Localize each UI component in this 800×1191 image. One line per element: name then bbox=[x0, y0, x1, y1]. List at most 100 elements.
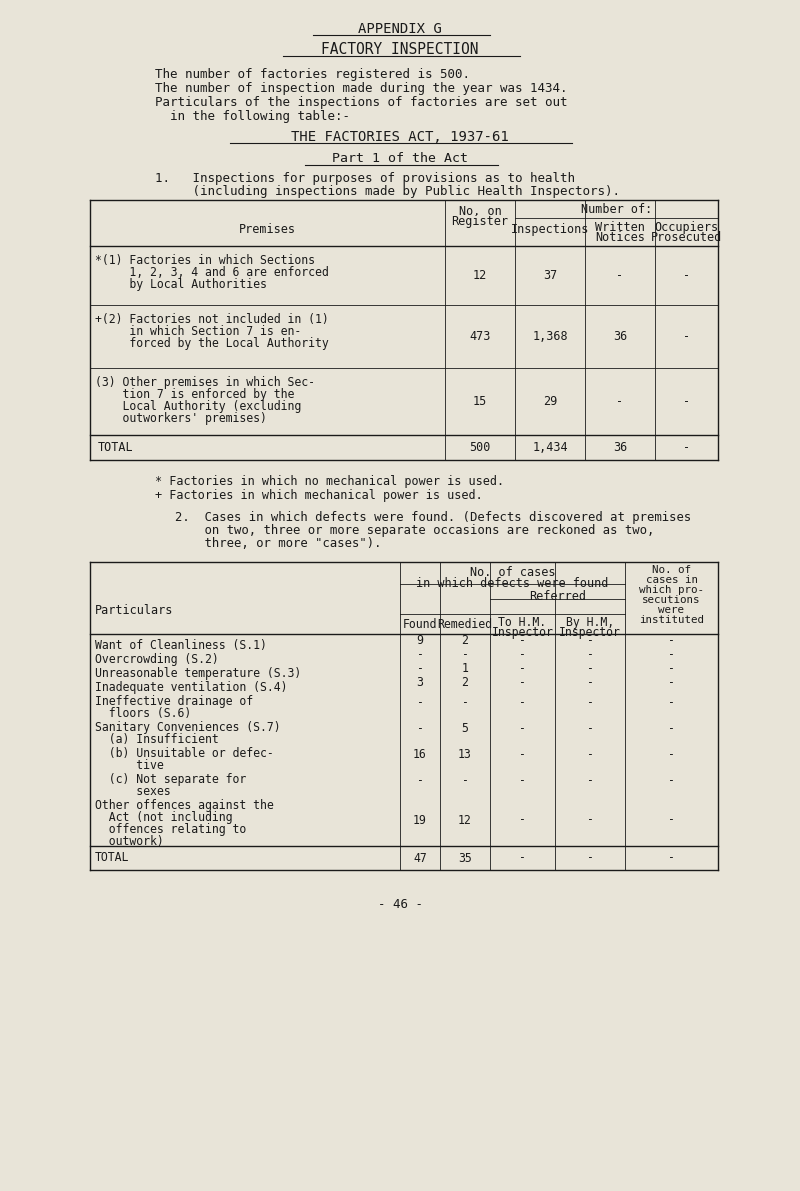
Text: offences relating to: offences relating to bbox=[95, 823, 246, 836]
Text: -: - bbox=[462, 774, 469, 787]
Text: The number of factories registered is 500.: The number of factories registered is 50… bbox=[155, 68, 470, 81]
Text: Ineffective drainage of: Ineffective drainage of bbox=[95, 696, 253, 707]
Text: Register: Register bbox=[451, 216, 509, 227]
Text: by Local Authorities: by Local Authorities bbox=[95, 278, 267, 291]
Text: in which defects were found: in which defects were found bbox=[416, 576, 609, 590]
Text: 12: 12 bbox=[458, 813, 472, 827]
Text: 473: 473 bbox=[470, 330, 490, 343]
Text: -: - bbox=[519, 697, 526, 710]
Text: outworkers' premises): outworkers' premises) bbox=[95, 412, 267, 425]
Text: Unreasonable temperature (S.3): Unreasonable temperature (S.3) bbox=[95, 667, 302, 680]
Text: No. of cases: No. of cases bbox=[470, 566, 555, 579]
Text: 1,368: 1,368 bbox=[532, 330, 568, 343]
Text: 13: 13 bbox=[458, 748, 472, 761]
Text: 16: 16 bbox=[413, 748, 427, 761]
Text: Inspections: Inspections bbox=[511, 223, 589, 236]
Text: outwork): outwork) bbox=[95, 835, 164, 848]
Text: -: - bbox=[586, 748, 594, 761]
Text: were: were bbox=[658, 605, 685, 615]
Text: 12: 12 bbox=[473, 269, 487, 282]
Text: + Factories in which mechanical power is used.: + Factories in which mechanical power is… bbox=[155, 490, 482, 501]
Text: 19: 19 bbox=[413, 813, 427, 827]
Text: The number of inspection made during the year was 1434.: The number of inspection made during the… bbox=[155, 82, 567, 95]
Text: -: - bbox=[462, 697, 469, 710]
Text: Inspector: Inspector bbox=[559, 626, 621, 640]
Text: -: - bbox=[417, 649, 423, 661]
Text: -: - bbox=[417, 662, 423, 675]
Text: -: - bbox=[683, 395, 690, 409]
Text: 36: 36 bbox=[613, 441, 627, 454]
Text: -: - bbox=[586, 635, 594, 648]
Text: -: - bbox=[519, 635, 526, 648]
Text: Inadequate ventilation (S.4): Inadequate ventilation (S.4) bbox=[95, 681, 287, 694]
Text: (including inspections made by Public Health Inspectors).: (including inspections made by Public He… bbox=[155, 185, 620, 198]
Text: -: - bbox=[668, 748, 675, 761]
Text: tion 7 is enforced by the: tion 7 is enforced by the bbox=[95, 388, 294, 401]
Text: 500: 500 bbox=[470, 441, 490, 454]
Text: -: - bbox=[519, 649, 526, 661]
Text: -: - bbox=[519, 748, 526, 761]
Text: Particulars of the inspections of factories are set out: Particulars of the inspections of factor… bbox=[155, 96, 567, 110]
Text: Inspector: Inspector bbox=[491, 626, 554, 640]
Text: - 46 -: - 46 - bbox=[378, 898, 422, 911]
Text: -: - bbox=[683, 441, 690, 454]
Text: Remedied: Remedied bbox=[438, 618, 493, 631]
Text: -: - bbox=[519, 813, 526, 827]
Text: No. on: No. on bbox=[458, 205, 502, 218]
Text: Sanitary Conveniences (S.7): Sanitary Conveniences (S.7) bbox=[95, 721, 281, 734]
Text: sexes: sexes bbox=[95, 785, 170, 798]
Text: 35: 35 bbox=[458, 852, 472, 865]
Text: TOTAL: TOTAL bbox=[98, 441, 134, 454]
Text: -: - bbox=[586, 774, 594, 787]
Text: Referred: Referred bbox=[529, 590, 586, 603]
Text: -: - bbox=[683, 330, 690, 343]
Text: 1.   Inspections for purposes of provisions as to health: 1. Inspections for purposes of provision… bbox=[155, 172, 575, 185]
Text: tive: tive bbox=[95, 759, 164, 772]
Text: Other offences against the: Other offences against the bbox=[95, 799, 274, 812]
Text: Act (not including: Act (not including bbox=[95, 811, 233, 824]
Text: +(2) Factories not included in (1): +(2) Factories not included in (1) bbox=[95, 313, 329, 326]
Text: TOTAL: TOTAL bbox=[95, 852, 130, 863]
Text: forced by the Local Authority: forced by the Local Authority bbox=[95, 337, 329, 350]
Text: -: - bbox=[668, 697, 675, 710]
Text: 37: 37 bbox=[543, 269, 557, 282]
Text: -: - bbox=[519, 723, 526, 736]
Text: (b) Unsuitable or defec-: (b) Unsuitable or defec- bbox=[95, 747, 274, 760]
Text: -: - bbox=[668, 813, 675, 827]
Text: in which Section 7 is en-: in which Section 7 is en- bbox=[95, 325, 302, 338]
Text: Overcrowding (S.2): Overcrowding (S.2) bbox=[95, 653, 218, 666]
Text: To H.M.: To H.M. bbox=[498, 616, 546, 629]
Text: -: - bbox=[586, 697, 594, 710]
Text: Particulars: Particulars bbox=[95, 604, 174, 617]
Text: Want of Cleanliness (S.1): Want of Cleanliness (S.1) bbox=[95, 640, 267, 651]
Text: 36: 36 bbox=[613, 330, 627, 343]
Text: 9: 9 bbox=[417, 635, 423, 648]
Text: three, or more "cases").: three, or more "cases"). bbox=[175, 537, 382, 550]
Text: (a) Insufficient: (a) Insufficient bbox=[95, 732, 218, 746]
Text: -: - bbox=[586, 723, 594, 736]
Text: Occupiers: Occupiers bbox=[654, 222, 718, 233]
Text: (3) Other premises in which Sec-: (3) Other premises in which Sec- bbox=[95, 376, 315, 389]
Text: -: - bbox=[586, 662, 594, 675]
Text: -: - bbox=[417, 723, 423, 736]
Text: -: - bbox=[519, 676, 526, 690]
Text: 1,434: 1,434 bbox=[532, 441, 568, 454]
Text: By H.M,: By H.M, bbox=[566, 616, 614, 629]
Text: *(1) Factories in which Sections: *(1) Factories in which Sections bbox=[95, 254, 315, 267]
Text: -: - bbox=[519, 774, 526, 787]
Text: Written: Written bbox=[595, 222, 645, 233]
Text: 2: 2 bbox=[462, 676, 469, 690]
Text: -: - bbox=[668, 635, 675, 648]
Text: -: - bbox=[617, 269, 623, 282]
Text: Premises: Premises bbox=[239, 223, 296, 236]
Text: Found: Found bbox=[403, 618, 437, 631]
Text: 2.  Cases in which defects were found. (Defects discovered at premises: 2. Cases in which defects were found. (D… bbox=[175, 511, 691, 524]
Text: -: - bbox=[462, 649, 469, 661]
Text: floors (S.6): floors (S.6) bbox=[95, 707, 191, 721]
Text: Number of:: Number of: bbox=[581, 202, 652, 216]
Text: -: - bbox=[586, 676, 594, 690]
Text: 2: 2 bbox=[462, 635, 469, 648]
Text: -: - bbox=[668, 649, 675, 661]
Text: 1: 1 bbox=[462, 662, 469, 675]
Text: instituted: instituted bbox=[639, 615, 704, 625]
